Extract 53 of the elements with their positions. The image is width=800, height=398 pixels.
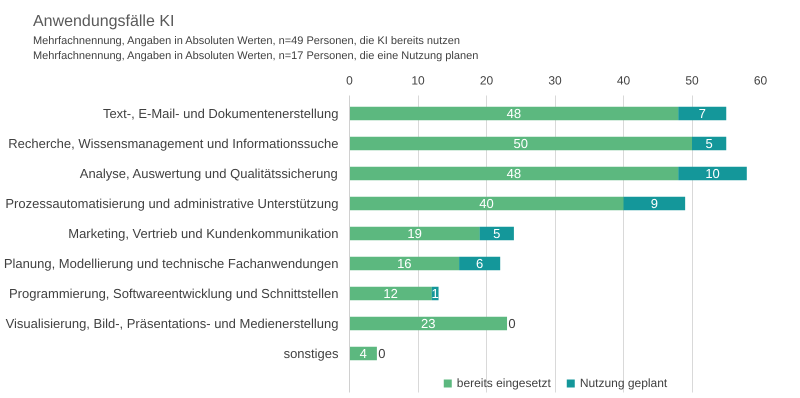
x-tick-label: 40 (616, 74, 630, 88)
bar (350, 286, 432, 300)
data-label: 0 (378, 346, 386, 361)
y-tick-label: Visualisierung, Bild-, Präsentations- und Medienerstellung (6, 316, 338, 331)
data-label: 0 (508, 316, 516, 331)
bar (350, 106, 678, 120)
y-tick-label: Planung, Modellierung und technische Fachanwendungen (4, 256, 339, 271)
y-tick-label: Programmierung, Softwareentwicklung und Schnittstellen (9, 286, 339, 301)
text: Anwendungsfälle KI (33, 12, 176, 32)
y-tick-label: Prozessautomatisierung und administrative Unterstützung (5, 196, 339, 211)
y-tick-label: Marketing, Vertrieb und Kundenkommunikation (68, 226, 338, 241)
x-tick-label: 50 (685, 74, 699, 88)
data-label: 48 (506, 166, 522, 181)
bar (350, 316, 508, 330)
data-label: 7 (698, 106, 706, 121)
data-label: 19 (407, 226, 422, 241)
y-tick-label: sonstiges (284, 346, 339, 361)
bar (678, 166, 747, 180)
data-label: 16 (397, 256, 412, 271)
bar (459, 256, 500, 270)
x-tick-label: 10 (411, 74, 425, 88)
y-tick-label: Recherche, Wissensmanagement und Informationssuche (8, 136, 339, 151)
data-label: 5 (493, 226, 500, 241)
bar (350, 196, 624, 210)
data-label: 5 (706, 136, 713, 151)
bar (350, 166, 678, 180)
data-label: 9 (650, 196, 658, 211)
data-label: 6 (476, 256, 484, 271)
data-label: 10 (705, 166, 720, 181)
bar (678, 106, 726, 120)
bar (350, 346, 377, 360)
legend-label: Nutzung geplant (580, 376, 668, 390)
bar (350, 256, 460, 270)
data-label: 23 (421, 316, 436, 331)
bar (624, 196, 686, 210)
y-tick-label: Text-, E-Mail- und Dokumentenerstellung (102, 106, 339, 121)
data-label: 12 (383, 286, 398, 301)
bar (350, 136, 692, 150)
x-tick-label: 0 (346, 74, 354, 88)
data-label: 48 (506, 106, 522, 121)
data-label: 4 (360, 346, 367, 361)
legend-label: bereits eingesetzt (456, 376, 551, 390)
bar (350, 226, 480, 240)
data-label: 40 (479, 196, 494, 211)
data-label: 1 (432, 286, 439, 301)
x-tick-label: 30 (548, 74, 562, 88)
y-tick-label: Analyse, Auswertung und Qualitätssicherung (80, 166, 338, 181)
bar (692, 136, 726, 150)
bar (480, 226, 514, 240)
text: Mehrfachnennung, Angaben in Absoluten Werten, n=49 Personen, die KI bereits nutzen Mehrfachnennung, Angaben in Absoluten Werten, n=17 Personen, die eine Nutzung planen (33, 34, 478, 64)
data-label: 50 (514, 136, 528, 151)
x-tick-label: 60 (754, 74, 768, 88)
x-tick-label: 20 (480, 74, 494, 88)
